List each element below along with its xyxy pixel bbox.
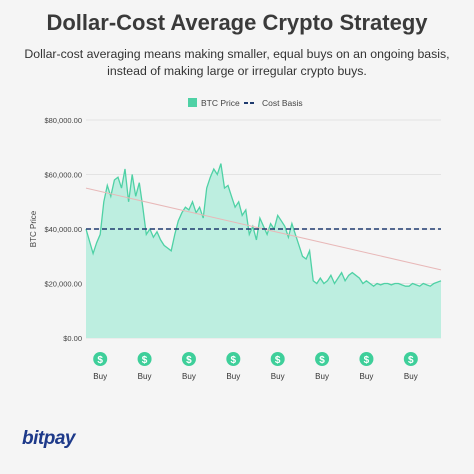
- dollar-symbol: $: [364, 355, 370, 366]
- bitpay-logo: bitpay: [22, 428, 75, 449]
- dollar-symbol: $: [97, 355, 103, 366]
- y-tick-label: $80,000.00: [44, 116, 82, 125]
- buy-label: Buy: [93, 372, 107, 381]
- dollar-coin-icon: [359, 352, 374, 366]
- dollar-symbol: $: [408, 355, 414, 366]
- y-tick-label: $40,000.00: [44, 225, 82, 234]
- dollar-symbol: $: [319, 355, 325, 366]
- dollar-coin-icon: [181, 352, 196, 366]
- y-tick-label: $60,000.00: [44, 171, 82, 180]
- buy-label: Buy: [226, 372, 240, 381]
- page-subtitle: Dollar-cost averaging means making small…: [24, 47, 450, 78]
- dollar-coin-icon: [226, 352, 241, 366]
- dollar-coin-icon: [137, 352, 152, 366]
- buy-markers: $ Buy $ Buy $ Buy $ Buy $ Buy $ Buy $ Buy $ Buy: [93, 352, 418, 381]
- dollar-coin-icon: [315, 352, 330, 366]
- chart-legend: BTC Price Cost Basis: [188, 98, 303, 108]
- legend-label-btc-price: BTC Price: [201, 98, 240, 108]
- page-title: Dollar-Cost Average Crypto Strategy: [46, 10, 428, 35]
- legend-label-cost-basis: Cost Basis: [262, 98, 303, 108]
- btc-price-area: [86, 163, 441, 338]
- dollar-coin-icon: [403, 352, 418, 366]
- dollar-symbol: $: [275, 355, 281, 366]
- buy-label: Buy: [404, 372, 418, 381]
- dollar-symbol: $: [142, 355, 148, 366]
- y-tick-label: $20,000.00: [44, 280, 82, 289]
- buy-label: Buy: [138, 372, 152, 381]
- buy-label: Buy: [360, 372, 374, 381]
- dollar-coin-icon: [270, 352, 285, 366]
- btc-price-line: [85, 163, 442, 288]
- legend-swatch-btc-price: [188, 98, 197, 107]
- y-tick-label: $0.00: [63, 334, 82, 343]
- buy-label: Buy: [271, 372, 285, 381]
- dollar-coin-icon: [93, 352, 108, 366]
- dollar-symbol: $: [186, 355, 192, 366]
- y-axis-ticks: $0.00 $20,000.00 $40,000.00 $60,000.00 $80,0…: [44, 116, 82, 343]
- buy-label: Buy: [315, 372, 329, 381]
- dollar-symbol: $: [231, 355, 237, 366]
- buy-label: Buy: [182, 372, 196, 381]
- y-axis-label: BTC Price: [29, 210, 38, 247]
